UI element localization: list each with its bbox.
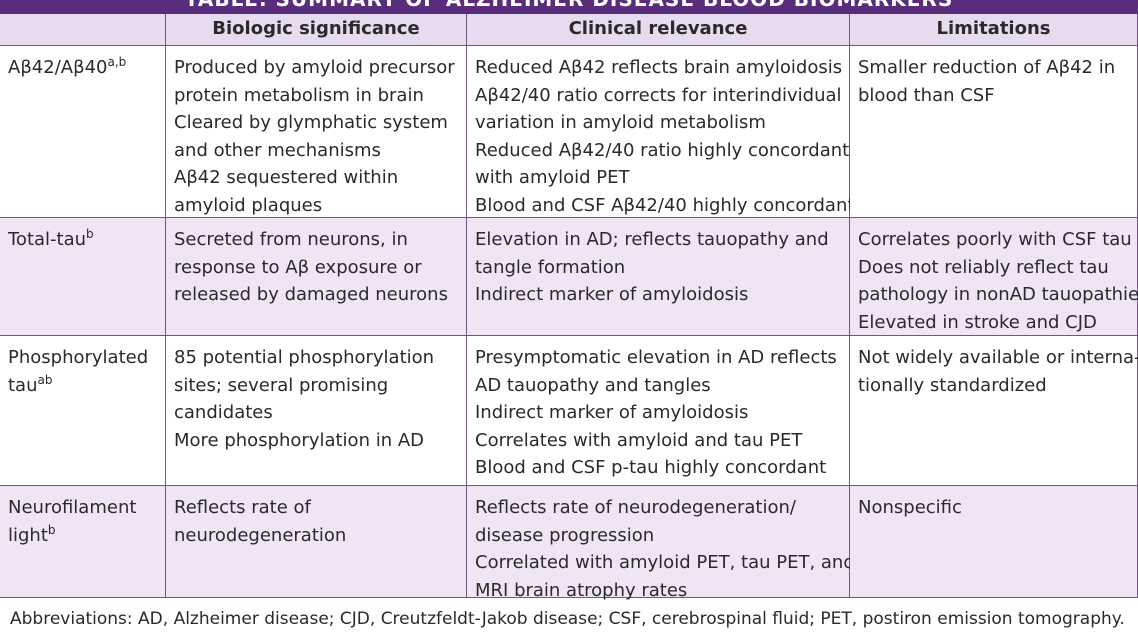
- row-label-text: Aβ42/Aβ40: [8, 57, 108, 78]
- footnote-marker: ab: [37, 372, 53, 387]
- table-cell: Nonspecific: [850, 486, 1138, 598]
- cell-line: More phosphorylation in AD: [174, 429, 425, 451]
- cell-line: Produced by amyloid precursor: [174, 57, 455, 78]
- row-label-cell: Aβ42/Aβ40a,b: [0, 46, 166, 218]
- cell-line: candidates: [174, 402, 273, 423]
- cell-line: released by damaged neurons: [174, 284, 448, 305]
- row-label-text: Neurofilament: [8, 497, 137, 518]
- row-label: tauab: [8, 372, 165, 400]
- column-header: Clinical relevance: [467, 14, 850, 46]
- cell-line: Aβ42 sequestered within: [174, 167, 399, 188]
- table-cell: Elevation in AD; reflects tauopathy and t…: [467, 218, 850, 336]
- cell-line: Correlated with amyloid PET, tau PET, an…: [475, 552, 855, 573]
- row-label: Aβ42/Aβ40a,b: [8, 54, 165, 82]
- footnote-marker: b: [86, 227, 94, 241]
- footnote: Abbreviations: AD, Alzheimer disease; CJ…: [10, 609, 1125, 629]
- row-label: Neurofilament: [8, 494, 165, 522]
- footnote-marker: a,b: [107, 55, 127, 69]
- table-title: TABLE. SUMMARY OF ALZHEIMER DISEASE BLOO…: [0, 0, 1138, 14]
- cell-line: pathology in nonAD tauopathies: [858, 284, 1138, 305]
- cell-line: Elevated in stroke and CJD: [858, 311, 1097, 333]
- cell-line: Secreted from neurons, in: [174, 229, 408, 250]
- cell-line: Reflects rate of: [174, 497, 311, 518]
- column-header: Biologic significance: [166, 14, 467, 46]
- table-cell: Smaller reduction of Aβ42 in blood than C…: [850, 46, 1138, 218]
- row-label-cell: Neurofilament lightb: [0, 486, 166, 598]
- cell-line: neurodegeneration: [174, 524, 347, 546]
- column-header: Limitations: [850, 14, 1138, 46]
- table-cell: Secreted from neurons, in response to Aβ …: [166, 218, 467, 336]
- cell-line: with amyloid PET: [475, 167, 630, 188]
- table-cell: Presymptomatic elevation in AD reflects A…: [467, 336, 850, 486]
- header-cell: [0, 14, 166, 46]
- table-cell: Reduced Aβ42 reflects brain amyloidosis A…: [467, 46, 855, 218]
- row-label-text: light: [8, 524, 48, 546]
- cell-line: Reduced Aβ42 reflects brain amyloidosis: [475, 57, 843, 78]
- cell-line: Correlates poorly with CSF tau: [858, 229, 1132, 250]
- cell-line: Smaller reduction of Aβ42 in: [858, 57, 1116, 78]
- table-cell: Reflects rate of neurodegeneration: [166, 486, 467, 598]
- cell-line: Indirect marker of amyloidosis: [475, 284, 749, 305]
- row-label-text: Phosphorylated: [8, 347, 149, 368]
- cell-line: protein metabolism in brain: [174, 84, 424, 106]
- cell-line: Not widely available or interna-: [858, 347, 1138, 368]
- table-cell: Correlates poorly with CSF tau Does not r…: [850, 218, 1138, 336]
- cell-line: Reduced Aβ42/40 ratio highly concordant: [475, 139, 850, 161]
- cell-line: and other mechanisms: [174, 139, 381, 161]
- row-label-text: Total-tau: [8, 229, 87, 250]
- cell-line: tangle formation: [475, 256, 626, 278]
- row-label: Phosphorylated: [8, 344, 165, 372]
- cell-line: variation in amyloid metabolism: [475, 112, 766, 133]
- cell-line: Does not reliably reflect tau: [858, 256, 1109, 278]
- row-label: lightb: [8, 522, 165, 550]
- cell-line: disease progression: [475, 524, 655, 546]
- cell-line: amyloid plaques: [174, 194, 323, 216]
- cell-line: Correlates with amyloid and tau PET: [475, 429, 803, 451]
- row-label: Total-taub: [8, 226, 165, 254]
- cell-line: MRI brain atrophy rates: [475, 579, 688, 601]
- row-label-cell: Total-taub: [0, 218, 166, 336]
- cell-line: Nonspecific: [858, 497, 962, 518]
- table-cell: Reflects rate of neurodegeneration/disea…: [467, 486, 855, 601]
- row-label-cell: Phosphorylated tauab: [0, 336, 166, 486]
- footnote-marker: b: [47, 522, 56, 537]
- row-label-text: tau: [8, 374, 38, 396]
- table-cell: Not widely available or interna-tionally…: [850, 336, 1138, 486]
- cell-line: Elevation in AD; reflects tauopathy and: [475, 229, 829, 250]
- cell-line: sites; several promising: [174, 374, 389, 396]
- cell-line: Blood and CSF Aβ42/40 highly concordant: [475, 194, 855, 216]
- cell-line: Cleared by glymphatic system: [174, 112, 448, 133]
- cell-line: Indirect marker of amyloidosis: [475, 402, 749, 423]
- cell-line: 85 potential phosphorylation: [174, 347, 435, 368]
- table-cell: Produced by amyloid precursor protein met…: [166, 46, 467, 218]
- cell-line: blood than CSF: [858, 84, 995, 106]
- cell-line: AD tauopathy and tangles: [475, 374, 711, 396]
- cell-line: Reflects rate of neurodegeneration/: [475, 497, 796, 518]
- cell-line: tionally standardized: [858, 374, 1047, 396]
- cell-line: Aβ42/40 ratio corrects for interindividu…: [475, 84, 842, 106]
- cell-line: Blood and CSF p-tau highly concordant: [475, 457, 827, 478]
- cell-line: Presymptomatic elevation in AD reflects: [475, 347, 837, 368]
- cell-line: response to Aβ exposure or: [174, 256, 422, 278]
- table-cell: 85 potential phosphorylation sites; sever…: [166, 336, 467, 486]
